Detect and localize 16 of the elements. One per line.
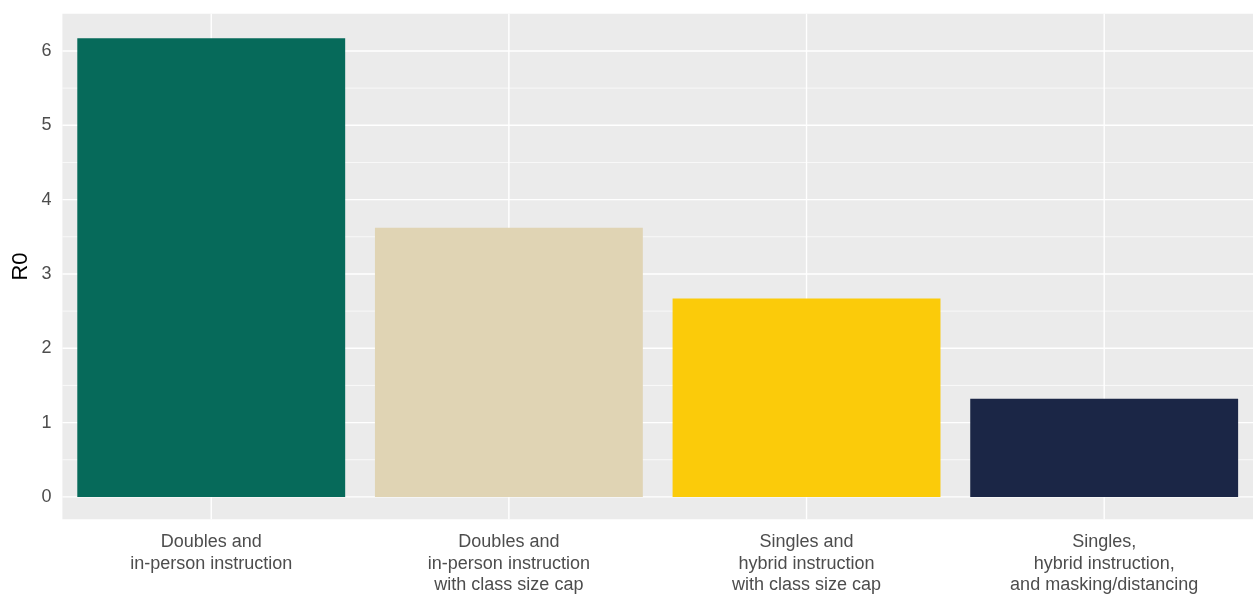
bar <box>672 298 941 497</box>
x-tick-label: Doubles and in-person instruction <box>130 530 293 573</box>
y-tick-label: 0 <box>41 485 52 506</box>
bar <box>374 227 643 497</box>
x-tick-label: Singles, hybrid instruction, and masking/distancing <box>1010 530 1199 595</box>
y-tick-label: 2 <box>41 337 52 358</box>
y-tick-label: 6 <box>41 39 52 60</box>
y-tick-label: 1 <box>41 411 52 432</box>
x-tick-label: Singles and hybrid instruction with class size cap <box>731 530 882 595</box>
y-tick-label: 4 <box>41 188 52 209</box>
bar <box>77 38 346 497</box>
bar <box>970 398 1239 497</box>
y-tick-label: 5 <box>41 114 52 135</box>
y-tick-label: 3 <box>41 262 52 283</box>
y-axis-title: R0 <box>7 252 33 281</box>
x-tick-label: Doubles and in-person instruction with class size cap <box>427 530 590 595</box>
